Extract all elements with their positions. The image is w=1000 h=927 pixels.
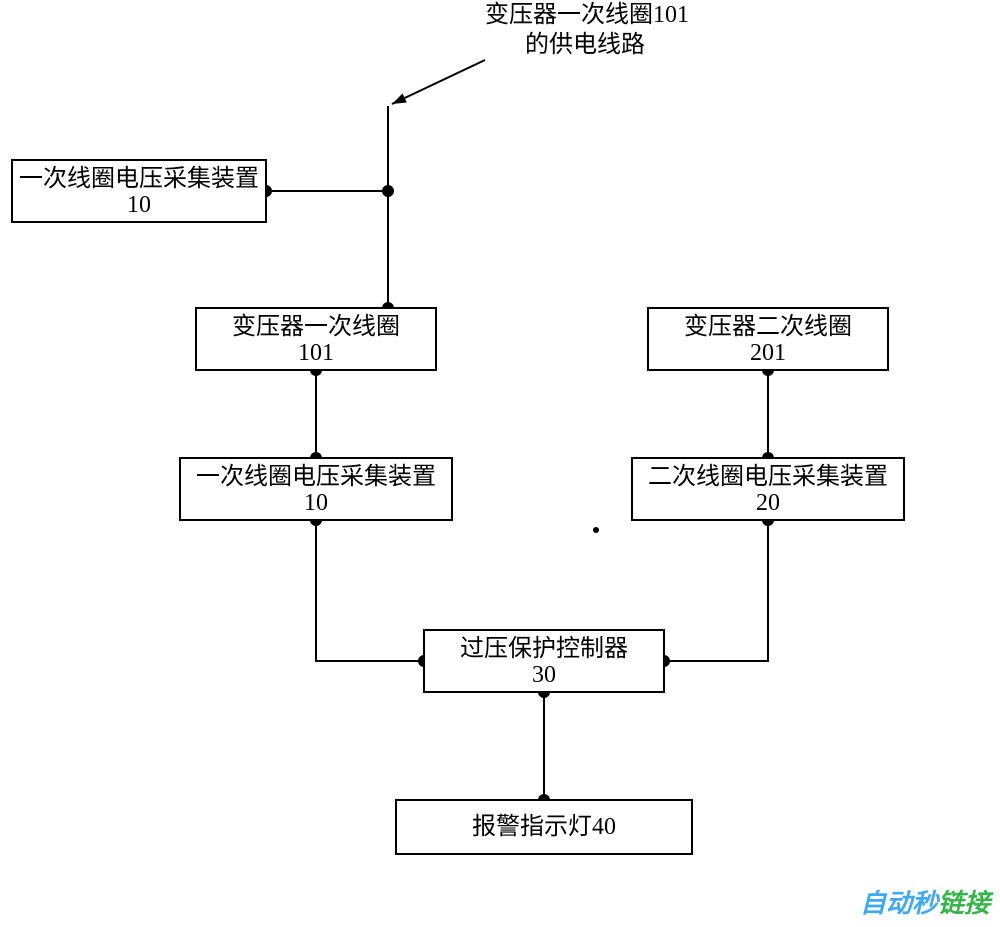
node-n30-label1: 过压保护控制器	[460, 635, 628, 662]
node-n20-label1: 二次线圈电压采集装置	[648, 463, 888, 490]
node-n20-label2: 20	[756, 490, 780, 516]
title-line1: 变压器一次线圈101	[485, 1, 689, 28]
title-line2: 的供电线路	[525, 31, 645, 58]
watermark: 自动秒链接	[860, 888, 994, 918]
node-n30-label2: 30	[532, 662, 556, 688]
node-n101-label2: 101	[298, 340, 334, 366]
node-n40-label1: 报警指示灯40	[472, 813, 616, 840]
node-n101-label1: 变压器一次线圈	[232, 313, 400, 340]
node-n10_top-label2: 10	[127, 192, 151, 218]
node-n201-label1: 变压器二次线圈	[684, 313, 852, 340]
node-n201-label2: 201	[750, 340, 786, 366]
stray-dot	[593, 527, 599, 533]
node-n10_bot-label1: 一次线圈电压采集装置	[196, 463, 436, 490]
node-n10_bot-label2: 10	[304, 490, 328, 516]
node-n10_top-label1: 一次线圈电压采集装置	[19, 165, 259, 192]
